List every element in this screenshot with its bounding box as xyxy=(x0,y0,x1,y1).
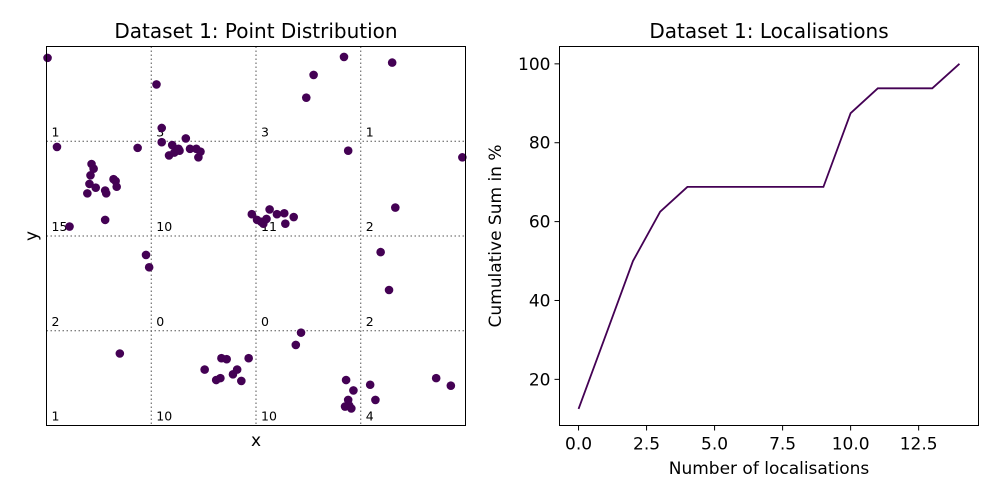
scatter-point xyxy=(387,58,397,67)
scatter-point xyxy=(262,214,271,224)
region-count: 4 xyxy=(366,409,374,424)
x-tick-label: 7.5 xyxy=(769,435,796,455)
region-count: 3 xyxy=(261,124,269,139)
scatter-point xyxy=(115,349,125,358)
scatter-point xyxy=(141,250,151,260)
x-tick-label: 12.5 xyxy=(900,435,938,455)
region-count: 0 xyxy=(261,314,269,329)
scatter-point xyxy=(365,380,375,390)
scatter-point xyxy=(349,386,358,395)
y-tick-label: 80 xyxy=(529,134,551,154)
scatter-point xyxy=(85,179,94,189)
scatter-point xyxy=(376,247,385,257)
scatter-point xyxy=(157,137,167,147)
scatter-point xyxy=(91,183,101,192)
region-count: 1 xyxy=(366,124,374,139)
scatter-points xyxy=(43,52,467,413)
scatter-point xyxy=(181,134,191,143)
line-series xyxy=(577,63,961,410)
scatter-point xyxy=(291,340,301,350)
scatter-point xyxy=(244,353,253,363)
scatter-point xyxy=(281,219,290,228)
region-count: 0 xyxy=(156,314,164,329)
scatter-point xyxy=(371,395,380,405)
scatter-point xyxy=(174,144,183,154)
scatter-point xyxy=(341,375,351,385)
scatter-point xyxy=(265,205,274,214)
region-count: 10 xyxy=(261,409,277,424)
line-frame xyxy=(559,46,979,426)
region-count: 10 xyxy=(156,219,172,234)
scatter-point xyxy=(152,80,161,89)
scatter-point xyxy=(222,354,231,364)
scatter-point xyxy=(167,140,177,150)
scatter-grid xyxy=(46,46,466,426)
scatter-frame xyxy=(46,46,466,426)
scatter-point xyxy=(384,285,394,295)
scatter-x-label: x xyxy=(251,431,261,451)
scatter-point xyxy=(247,209,257,219)
scatter-point xyxy=(43,53,52,63)
scatter-point xyxy=(157,123,167,133)
scatter-point xyxy=(83,189,92,198)
y-tick-label: 20 xyxy=(529,370,551,390)
y-tick-label: 60 xyxy=(529,213,551,233)
region-count: 15 xyxy=(52,219,68,234)
scatter-point xyxy=(216,373,225,383)
y-tick-label: 100 xyxy=(518,55,550,75)
scatter-point xyxy=(86,171,95,180)
scatter-point xyxy=(289,212,299,222)
scatter-point xyxy=(232,365,242,374)
scatter-point xyxy=(100,215,110,225)
scatter-point xyxy=(101,189,111,198)
scatter-title: Dataset 1: Point Distribution xyxy=(114,19,397,43)
scatter-point xyxy=(196,147,205,156)
scatter-y-label: y xyxy=(22,231,42,241)
scatter-point xyxy=(272,209,282,219)
scatter-point xyxy=(446,381,456,391)
line-panel: Dataset 1: Localisations 0.0 2.5 5.0 7.5 10.… xyxy=(486,19,979,479)
scatter-panel: Dataset 1: Point Distribution 1331151011… xyxy=(22,19,467,451)
line-y-ticks: 20 40 60 80 100 xyxy=(518,55,560,390)
x-tick-label: 5.0 xyxy=(701,435,728,455)
region-count: 2 xyxy=(366,219,374,234)
x-tick-label: 10.0 xyxy=(832,435,870,455)
scatter-point xyxy=(343,146,353,156)
line-x-ticks: 0.0 2.5 5.0 7.5 10.0 12.5 xyxy=(565,425,938,455)
scatter-point xyxy=(339,52,349,62)
region-count: 2 xyxy=(52,314,60,329)
scatter-point xyxy=(144,262,154,272)
region-count: 10 xyxy=(156,409,172,424)
line-x-label: Number of localisations xyxy=(669,459,870,479)
region-count: 1 xyxy=(52,409,60,424)
scatter-point xyxy=(112,182,121,192)
scatter-point xyxy=(89,164,98,174)
scatter-point xyxy=(200,365,209,374)
x-tick-label: 0.0 xyxy=(565,435,592,455)
scatter-point xyxy=(279,208,289,218)
y-tick-label: 40 xyxy=(529,291,551,311)
scatter-point xyxy=(185,144,195,154)
scatter-point xyxy=(237,376,246,386)
scatter-point xyxy=(133,143,142,153)
scatter-point xyxy=(391,203,400,212)
scatter-point xyxy=(431,373,441,383)
scatter-point xyxy=(458,153,467,162)
scatter-point xyxy=(52,142,62,152)
region-count: 1 xyxy=(52,124,60,139)
scatter-point xyxy=(65,222,74,231)
x-tick-label: 2.5 xyxy=(633,435,660,455)
region-count: 2 xyxy=(366,314,374,329)
scatter-point xyxy=(347,404,356,413)
scatter-point xyxy=(296,328,306,337)
line-y-label: Cumulative Sum in % xyxy=(486,144,506,327)
line-title: Dataset 1: Localisations xyxy=(649,19,888,43)
scatter-point xyxy=(309,70,318,80)
scatter-region-counts: 133115101122002110104 xyxy=(52,124,374,423)
scatter-point xyxy=(301,93,311,102)
